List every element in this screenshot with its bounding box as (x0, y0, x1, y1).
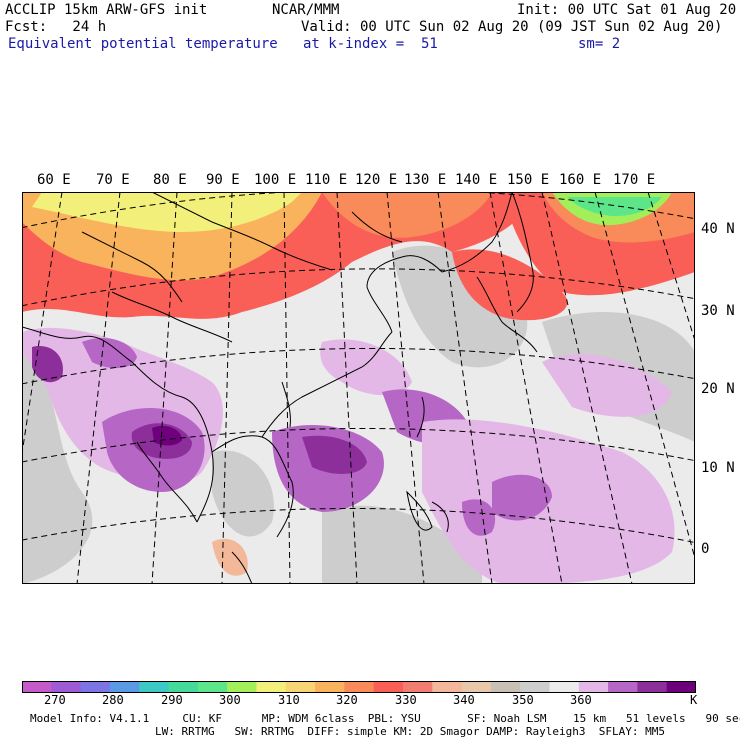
theta-e-map (22, 192, 695, 584)
colorbar-swatch (666, 681, 696, 693)
gray-field (322, 505, 482, 584)
lon-label: 150 E (507, 172, 550, 188)
moist-field (462, 499, 496, 536)
colorbar-swatch (402, 681, 433, 693)
moist-field (32, 346, 63, 383)
colorbar-swatch (109, 681, 140, 693)
colorbar-label: 270 (44, 693, 66, 707)
warm-field (32, 192, 302, 232)
lat-label: 0 (701, 541, 710, 557)
model-title: ACCLIP 15km ARW-GFS init (5, 2, 208, 18)
colorbar-label: 320 (336, 693, 358, 707)
forecast-hour: Fcst: 24 h (5, 19, 107, 35)
colorbar-swatch (578, 681, 609, 693)
coastlines (22, 192, 538, 584)
moist-field (320, 339, 412, 396)
lon-label: 80 E (153, 172, 187, 188)
colorbar-swatch (520, 681, 550, 693)
colorbar-label: 340 (453, 693, 475, 707)
level-index: at k-index = 51 (303, 36, 438, 52)
lon-label: 70 E (96, 172, 130, 188)
colorbar-label: 290 (161, 693, 183, 707)
warm-field (452, 249, 568, 321)
map-frame (22, 192, 695, 584)
colorbar-swatch (637, 681, 668, 693)
colorbar-label: 330 (395, 693, 417, 707)
colorbar-swatch (285, 681, 316, 693)
colorbar-swatch (197, 681, 228, 693)
colorbar-swatch (461, 681, 492, 693)
smoothing-value: sm= 2 (578, 36, 621, 52)
colorbar-swatch (373, 681, 404, 693)
moist-field (82, 337, 137, 369)
moist-field (152, 425, 182, 446)
lon-label: 60 E (37, 172, 71, 188)
init-time: Init: 00 UTC Sat 01 Aug 20 (517, 2, 737, 18)
gray-field (212, 450, 274, 537)
colorbar-swatch (344, 681, 375, 693)
colorbar-label: 300 (219, 693, 241, 707)
lon-label: 110 E (305, 172, 348, 188)
longitude-grid (22, 192, 695, 584)
colorbar-frame (22, 681, 696, 693)
lon-label: 90 E (206, 172, 240, 188)
warm-field (322, 192, 492, 238)
colorbar-swatch (139, 681, 170, 693)
colorbar-unit: K (690, 693, 698, 707)
latitude-grid (22, 192, 695, 544)
lon-label: 130 E (404, 172, 447, 188)
valid-time: Valid: 00 UTC Sun 02 Aug 20 (09 JST Sun … (301, 19, 723, 35)
colorbar-swatch (22, 681, 52, 693)
colorbar-swatch (80, 681, 111, 693)
lon-label: 160 E (559, 172, 602, 188)
moist-field (212, 538, 248, 576)
lat-label: 30 N (701, 303, 735, 319)
colorbar-swatch (432, 681, 463, 693)
colorbar-swatch (51, 681, 82, 693)
lon-label: 170 E (613, 172, 656, 188)
gray-field (22, 342, 93, 584)
warm-field (567, 197, 662, 217)
lon-label: 140 E (455, 172, 498, 188)
moist-field (492, 474, 552, 521)
colorbar-label: 310 (278, 693, 300, 707)
colorbar-label: 350 (512, 693, 534, 707)
colorbar-label: 280 (102, 693, 124, 707)
lat-label: 10 N (701, 460, 735, 476)
colorbar-swatch (256, 681, 287, 693)
model-info-line: Model Info: V4.1.1 CU: KF MP: WDM 6class… (30, 712, 740, 725)
lon-label: 100 E (254, 172, 297, 188)
colorbar (22, 681, 696, 693)
colorbar-label: 360 (570, 693, 592, 707)
lon-label: 120 E (355, 172, 398, 188)
organization-label: NCAR/MMM (272, 2, 340, 18)
colorbar-swatch (227, 681, 257, 693)
lat-label: 40 N (701, 221, 735, 237)
field-name: Equivalent potential temperature (8, 36, 278, 52)
colorbar-swatch (168, 681, 199, 693)
colorbar-swatch (549, 681, 580, 693)
lat-label: 20 N (701, 381, 735, 397)
colorbar-swatch (315, 681, 345, 693)
colorbar-swatch (608, 681, 638, 693)
physics-info-line: LW: RRTMG SW: RRTMG DIFF: simple KM: 2D … (155, 725, 665, 738)
colorbar-swatch (490, 681, 521, 693)
